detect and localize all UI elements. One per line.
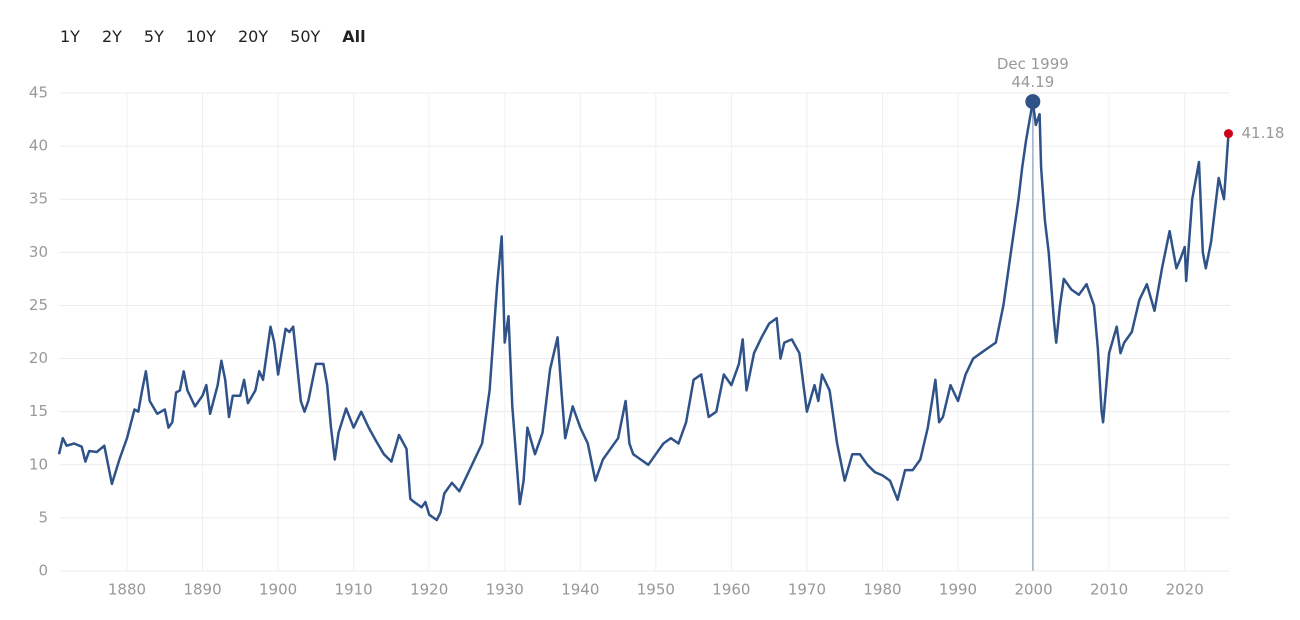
y-tick-label: 40 xyxy=(29,137,48,155)
range-button[interactable]: All xyxy=(342,27,366,46)
x-tick-label: 2020 xyxy=(1166,581,1204,599)
x-tick-label: 1930 xyxy=(486,581,524,599)
hover-date: Dec 1999 xyxy=(997,55,1069,73)
x-tick-label: 1970 xyxy=(788,581,826,599)
y-tick-label: 20 xyxy=(29,349,48,367)
y-tick-label: 45 xyxy=(29,84,48,102)
range-button[interactable]: 5Y xyxy=(143,27,164,46)
range-button[interactable]: 20Y xyxy=(238,27,269,46)
range-button[interactable]: 2Y xyxy=(101,27,122,46)
x-tick-label: 1890 xyxy=(183,581,221,599)
range-button[interactable]: 10Y xyxy=(185,27,216,46)
x-tick-label: 1960 xyxy=(712,581,750,599)
x-tick-label: 1940 xyxy=(561,581,599,599)
x-tick-label: 1920 xyxy=(410,581,448,599)
y-tick-label: 5 xyxy=(38,508,48,526)
range-button[interactable]: 1Y xyxy=(60,27,80,46)
x-tick-label: 1980 xyxy=(863,581,901,599)
y-tick-label: 30 xyxy=(29,243,48,261)
x-tick-label: 1880 xyxy=(108,581,146,599)
series-line xyxy=(57,100,1230,522)
hover-marker xyxy=(1025,94,1041,110)
hover-value: 44.19 xyxy=(1011,73,1054,91)
y-tick-label: 10 xyxy=(29,455,48,473)
x-tick-label: 2010 xyxy=(1090,581,1128,599)
x-tick-label: 2000 xyxy=(1014,581,1052,599)
x-tick-label: 1950 xyxy=(637,581,675,599)
x-tick-label: 1900 xyxy=(259,581,297,599)
y-tick-label: 15 xyxy=(29,402,48,420)
range-selector: 1Y 2Y 5Y 10Y 20Y 50Y All xyxy=(60,27,388,46)
x-tick-label: 1990 xyxy=(939,581,977,599)
y-tick-label: 25 xyxy=(29,296,48,314)
last-value-label: 41.18 xyxy=(1241,124,1284,142)
x-tick-label: 1910 xyxy=(335,581,373,599)
range-button[interactable]: 50Y xyxy=(290,27,321,46)
y-tick-label: 35 xyxy=(29,190,48,208)
last-point xyxy=(1223,129,1233,139)
y-tick-label: 0 xyxy=(38,562,48,580)
